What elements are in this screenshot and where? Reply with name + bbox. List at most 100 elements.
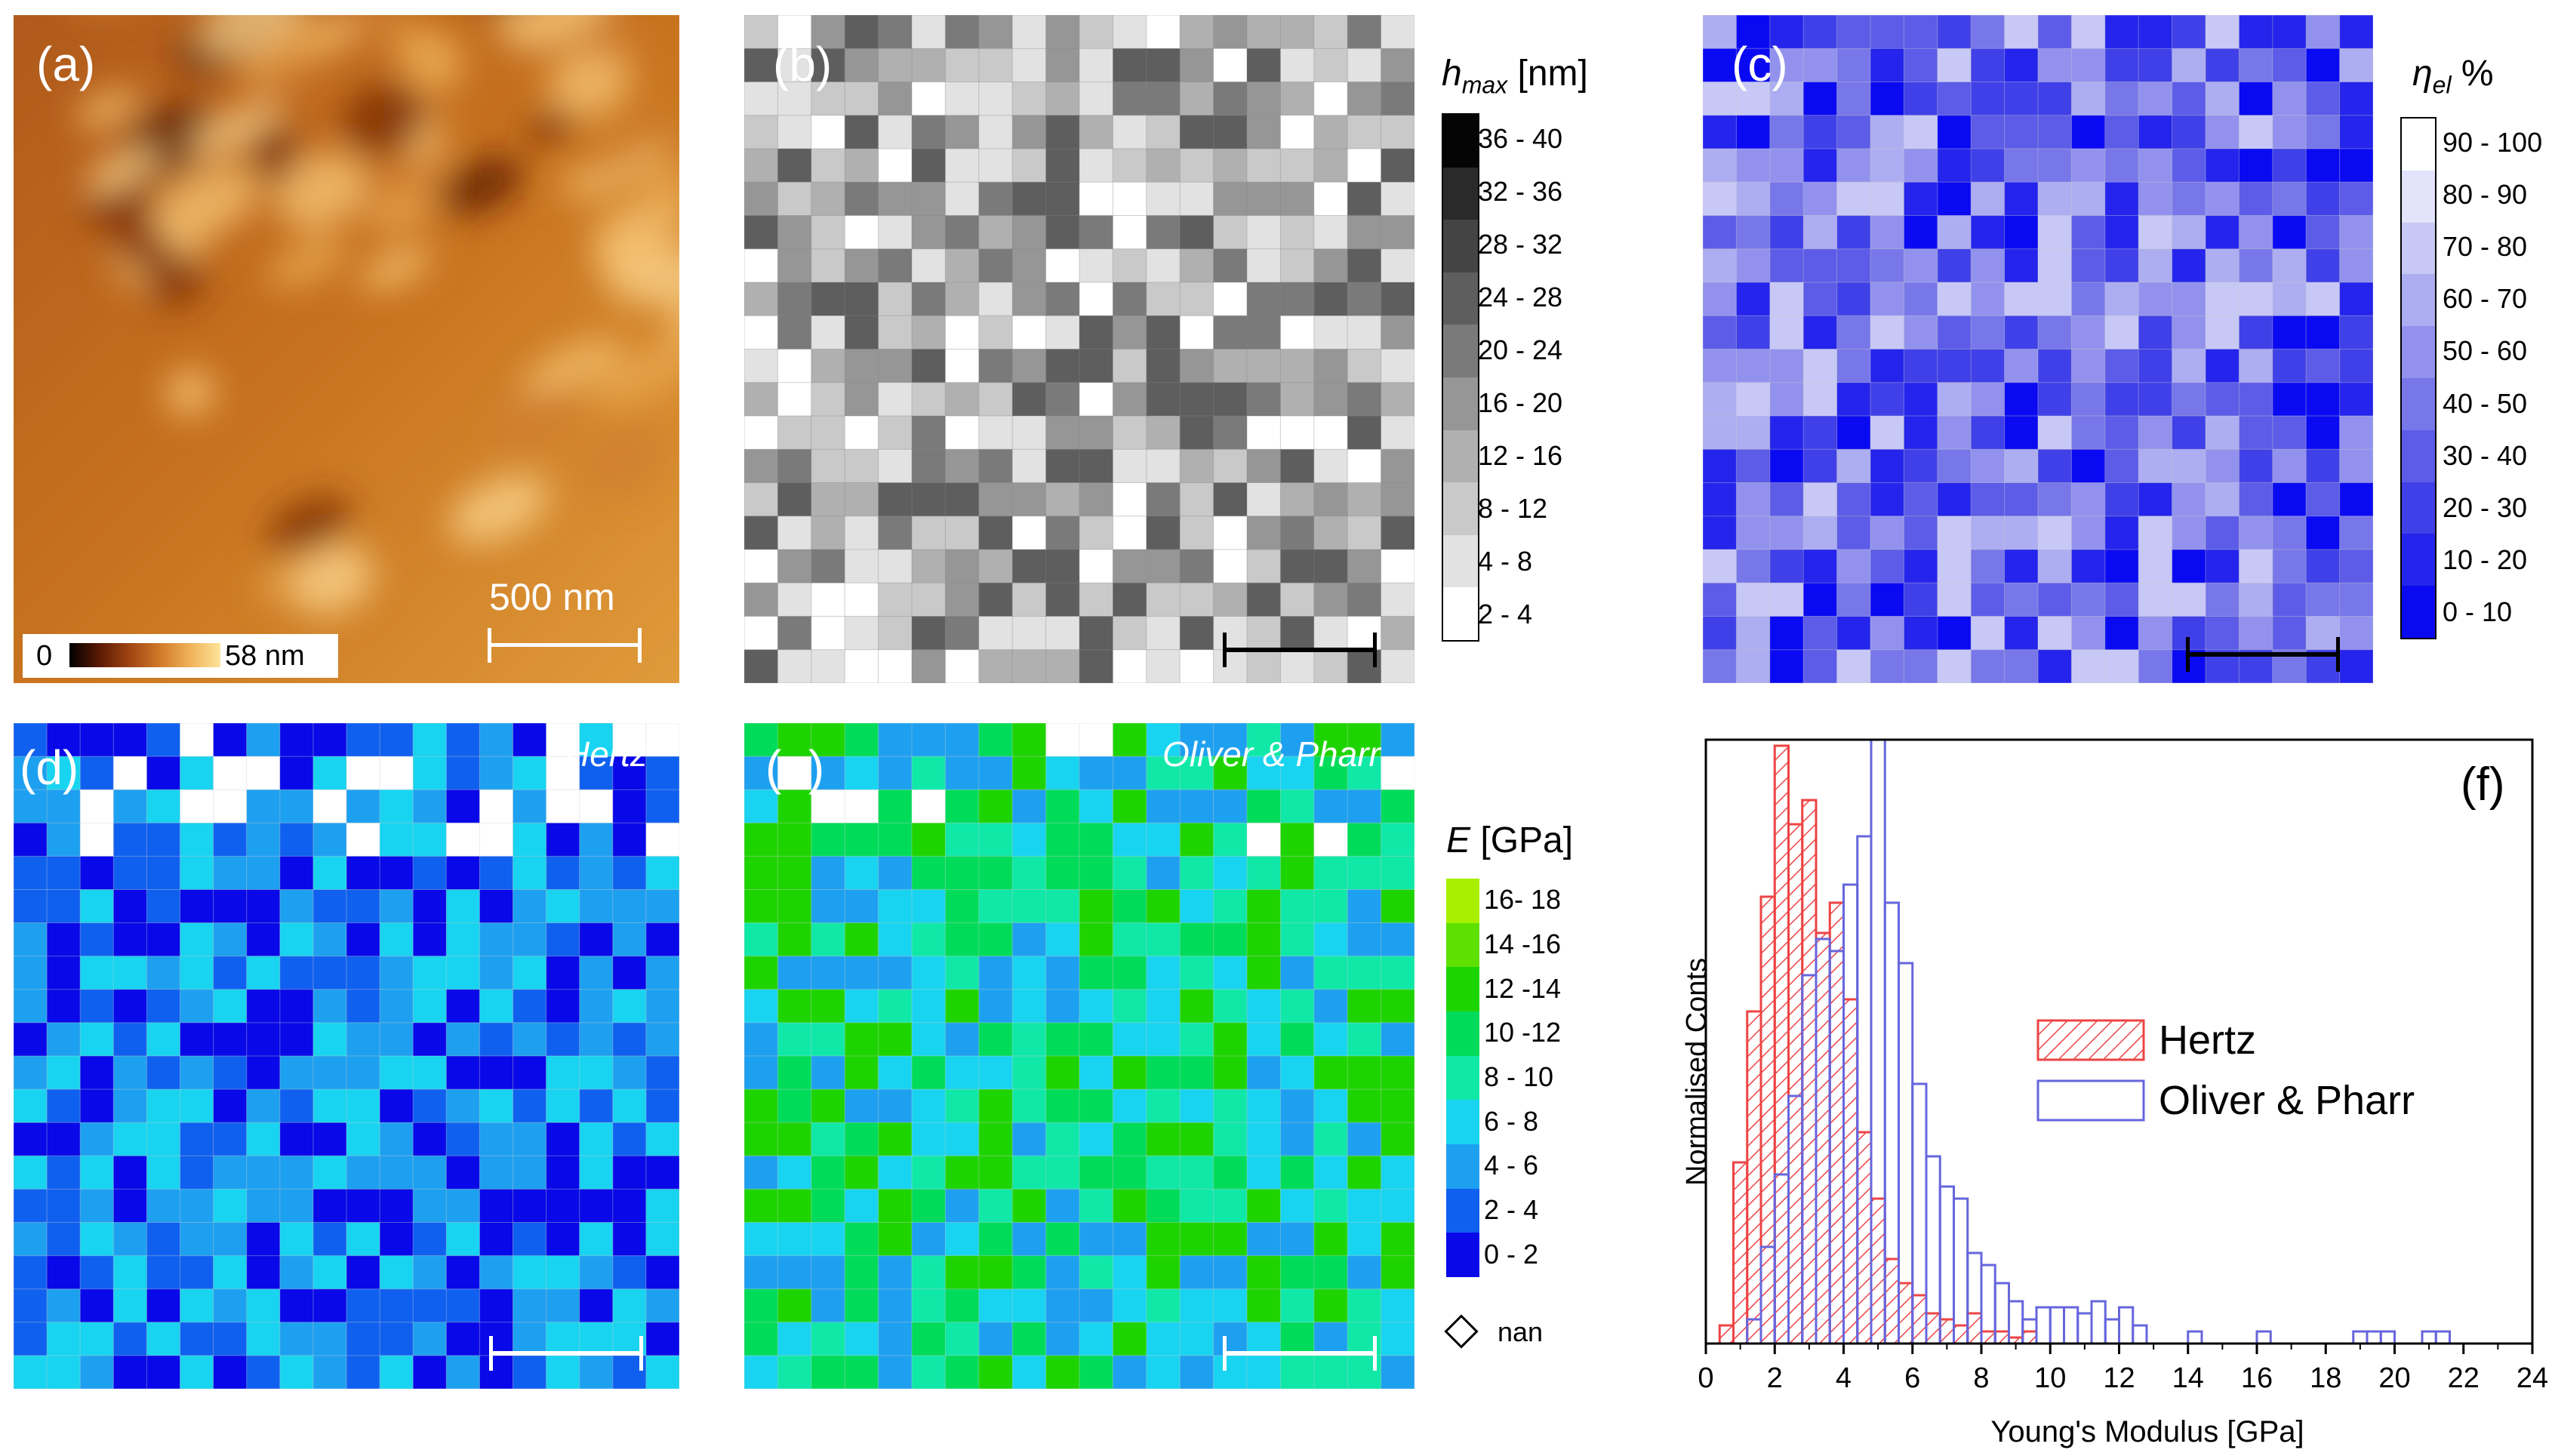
map-cell [380, 823, 414, 857]
map-cell [2104, 549, 2140, 584]
map-cell [777, 549, 812, 584]
oliver-pharr-bar [2076, 1312, 2093, 1345]
map-cell [811, 1122, 846, 1157]
colorbar-segment [2402, 274, 2435, 327]
map-cell [1113, 989, 1147, 1024]
map-cell [978, 516, 1014, 550]
map-cell [413, 1156, 448, 1190]
map-cell [912, 723, 947, 758]
map-cell [1769, 549, 1805, 584]
map-cell [612, 1156, 647, 1190]
map-cell [113, 823, 148, 857]
map-cell [1180, 182, 1214, 217]
map-cell [579, 922, 614, 957]
map-cell [1146, 956, 1181, 990]
map-cell [446, 723, 481, 758]
map-cell [180, 922, 214, 957]
map-cell [312, 956, 347, 990]
map-cell [579, 1322, 614, 1356]
map-cell [811, 215, 846, 250]
x-tick-label: 24 [2517, 1362, 2548, 1394]
map-cell [2038, 248, 2073, 283]
map-cell [878, 856, 913, 891]
map-cell [744, 649, 779, 683]
map-cell [1012, 723, 1047, 758]
map-cell [1247, 316, 1282, 350]
map-cell [1937, 182, 1972, 217]
oliver-pharr-bar [2434, 1330, 2451, 1345]
map-cell [1971, 616, 2006, 651]
panel-c-eta-map [1703, 15, 2373, 683]
map-cell [1213, 1156, 1248, 1190]
map-cell [912, 516, 947, 550]
map-cell [945, 182, 980, 217]
map-cell [180, 989, 214, 1024]
map-cell [912, 1322, 947, 1356]
map-cell [978, 583, 1014, 617]
map-cell [645, 989, 679, 1024]
map-cell [579, 723, 614, 758]
map-cell [312, 1189, 347, 1224]
map-cell [479, 856, 514, 891]
map-cell [1247, 1122, 1282, 1157]
map-cell [777, 1355, 812, 1389]
map-cell [2339, 516, 2373, 550]
map-cell [479, 1122, 514, 1157]
map-cell [413, 1355, 448, 1389]
map-cell [279, 889, 314, 924]
map-cell [2172, 115, 2206, 149]
map-cell [744, 248, 779, 283]
panel-title-oliver-pharr: Oliver & Pharr [1162, 734, 1381, 774]
map-cell [1280, 922, 1315, 957]
map-cell [945, 823, 980, 857]
map-cell [1769, 15, 1805, 50]
map-cell [14, 1122, 48, 1157]
map-cell [246, 1355, 281, 1389]
map-cell [1381, 215, 1414, 250]
map-cell [380, 1022, 414, 1057]
map-cell [346, 1322, 381, 1356]
map-cell [246, 1255, 281, 1290]
map-cell [1836, 82, 1871, 116]
map-cell [1280, 48, 1315, 83]
map-cell [1247, 1288, 1282, 1323]
map-cell [2172, 416, 2206, 451]
map-cell [1836, 382, 1871, 417]
map-cell [1836, 15, 1871, 50]
map-cell [213, 1022, 248, 1057]
map-cell [1012, 115, 1047, 149]
map-cell [845, 182, 879, 217]
map-cell [1313, 416, 1349, 451]
map-cell [312, 790, 347, 824]
map-cell [811, 15, 846, 50]
map-cell [878, 449, 913, 484]
map-cell [1180, 215, 1214, 250]
map-cell [213, 989, 248, 1024]
map-cell [479, 1255, 514, 1290]
map-cell [811, 856, 846, 891]
colorbar-tick-label: 10 - 20 [2443, 544, 2528, 576]
map-cell [1870, 316, 1905, 350]
map-cell [47, 1255, 82, 1290]
map-cell [1012, 215, 1047, 250]
map-cell [413, 790, 448, 824]
hertz-bar [1911, 1294, 1928, 1345]
map-cell [1146, 922, 1181, 957]
map-cell [1904, 115, 1938, 149]
map-cell [1213, 1355, 1248, 1389]
map-cell [446, 1122, 481, 1157]
map-cell [1113, 616, 1147, 651]
map-cell [1313, 1022, 1349, 1057]
map-cell [1012, 449, 1047, 484]
map-cell [80, 1089, 115, 1124]
map-cell [1280, 516, 1315, 550]
map-cell [1836, 449, 1871, 484]
map-cell [2104, 115, 2140, 149]
map-cell [246, 1089, 281, 1124]
topography-grain [448, 474, 549, 544]
map-cell [878, 1122, 913, 1157]
map-cell [1313, 482, 1349, 517]
map-cell [213, 1322, 248, 1356]
map-cell [912, 449, 947, 484]
map-cell [777, 149, 812, 183]
